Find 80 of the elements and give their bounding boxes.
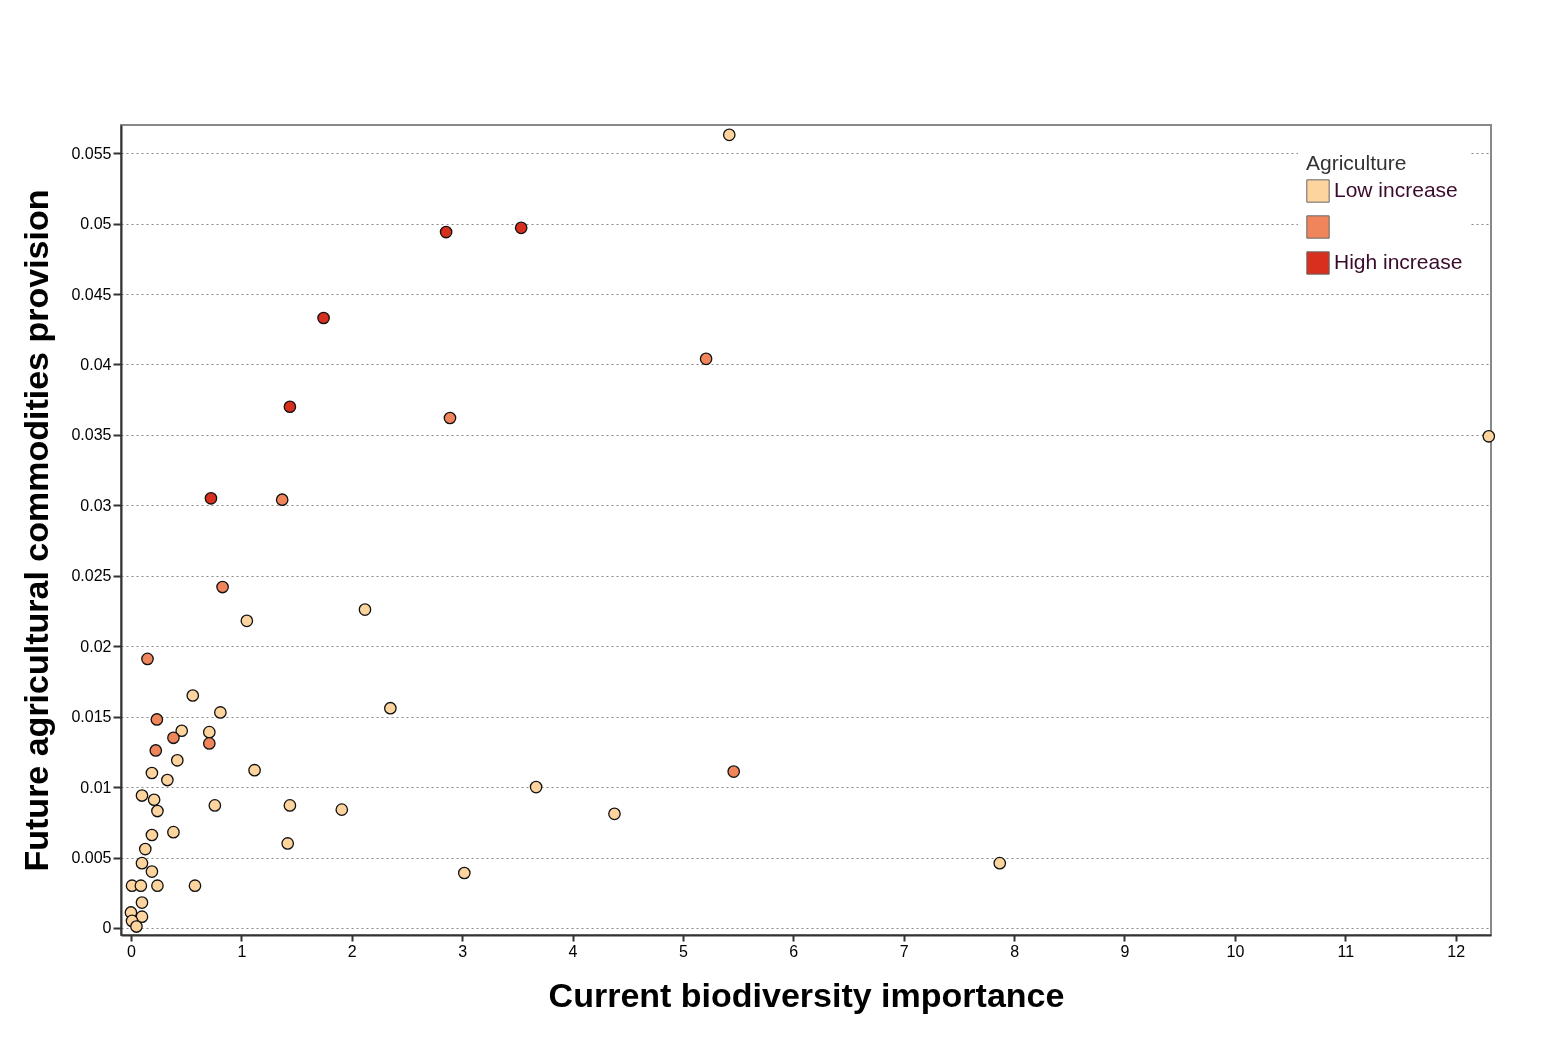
- point: [240, 614, 254, 628]
- point: [216, 580, 229, 594]
- point: [167, 825, 180, 839]
- y-axis-title: Future agricultural commodities provision: [17, 189, 56, 872]
- y-tick-label: 0.055: [71, 144, 112, 162]
- point: [529, 780, 543, 794]
- y-tick-label: 0.045: [71, 285, 112, 303]
- x-tick-label: 0: [126, 942, 136, 960]
- point: [514, 221, 528, 235]
- point: [145, 766, 159, 780]
- point: [608, 807, 621, 821]
- y-tick-label: 0.05: [80, 215, 112, 233]
- point: [358, 603, 372, 616]
- point: [993, 856, 1007, 870]
- point: [134, 879, 148, 893]
- point: [170, 753, 184, 767]
- point: [443, 411, 457, 425]
- point: [145, 828, 159, 842]
- point: [214, 706, 227, 719]
- point: [150, 713, 164, 726]
- point: [135, 910, 149, 924]
- point: [145, 865, 159, 878]
- x-tick-label: 6: [789, 942, 799, 960]
- y-tick-label: 0.025: [71, 567, 112, 585]
- legend-label: High increase: [1334, 250, 1463, 273]
- y-tick-label: 0.015: [71, 708, 112, 726]
- y-tick-label: 0.02: [80, 637, 112, 655]
- x-tick-label: 8: [1010, 942, 1020, 960]
- point: [135, 789, 149, 802]
- point: [384, 701, 397, 715]
- point: [248, 763, 261, 777]
- x-tick-label: 1: [237, 942, 247, 960]
- point: [275, 493, 289, 507]
- point: [335, 803, 349, 816]
- point: [208, 799, 222, 812]
- point: [186, 689, 200, 702]
- x-axis-title: Current biodiversity importance: [548, 975, 1065, 1014]
- point: [138, 842, 152, 856]
- point: [283, 799, 297, 812]
- point: [202, 737, 216, 750]
- point: [149, 744, 163, 757]
- legend-title: Agriculture: [1306, 151, 1407, 174]
- point: [281, 837, 295, 850]
- point: [147, 793, 161, 807]
- point: [439, 225, 453, 239]
- point: [1482, 429, 1496, 443]
- y-tick-label: 0: [102, 919, 112, 937]
- point: [135, 856, 149, 870]
- point: [699, 352, 713, 366]
- x-tick-label: 9: [1120, 942, 1130, 960]
- point: [130, 920, 143, 933]
- y-tick-label: 0.035: [71, 426, 112, 444]
- x-tick-label: 7: [899, 942, 909, 960]
- x-tick-label: 3: [458, 942, 468, 960]
- point: [202, 725, 216, 739]
- point: [141, 652, 154, 666]
- y-tick-label: 0.04: [80, 355, 112, 373]
- y-tick-label: 0.01: [80, 778, 112, 796]
- point: [283, 400, 297, 414]
- x-tick-label: 4: [568, 942, 578, 960]
- x-tick-label: 10: [1226, 942, 1245, 960]
- point: [457, 866, 471, 880]
- x-tick-label: 12: [1447, 942, 1466, 960]
- point: [151, 879, 164, 893]
- point: [151, 804, 164, 818]
- x-tick-label: 2: [347, 942, 357, 960]
- legend-label: Low increase: [1334, 178, 1458, 201]
- point: [204, 491, 218, 505]
- x-tick-label: 5: [678, 942, 688, 960]
- point: [175, 724, 189, 738]
- point: [161, 773, 174, 787]
- point: [135, 896, 149, 909]
- point: [188, 879, 202, 893]
- y-tick-label: 0.005: [71, 849, 112, 867]
- point: [722, 128, 736, 142]
- point: [317, 311, 330, 325]
- x-tick-label: 11: [1337, 942, 1355, 960]
- point: [167, 731, 180, 745]
- y-tick-label: 0.03: [80, 496, 112, 514]
- point: [727, 765, 741, 778]
